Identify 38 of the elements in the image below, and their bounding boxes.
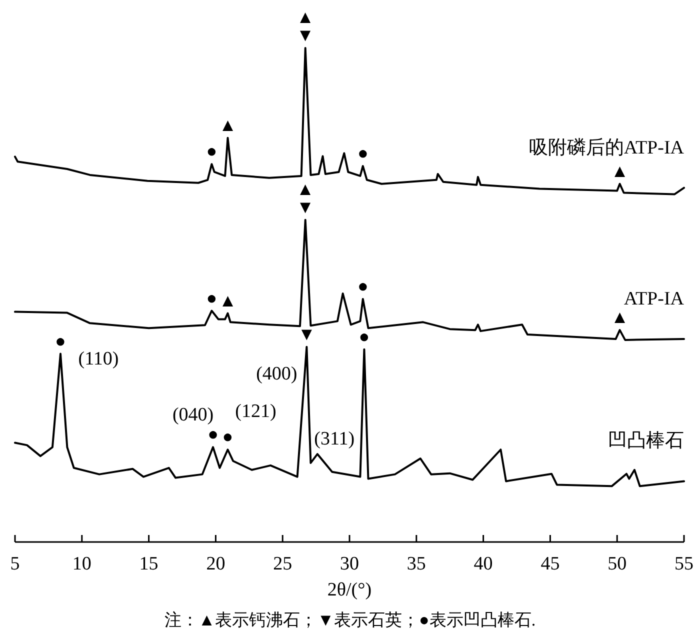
annotation: (110) (78, 348, 119, 370)
annotation: (040) (172, 404, 214, 426)
x-tick-label: 40 (474, 554, 493, 574)
x-tick-label: 55 (674, 554, 694, 574)
annotation: ▲ (610, 307, 629, 328)
x-tick-label: 50 (608, 554, 627, 574)
annotation: ● (208, 424, 218, 444)
annotation: ▲ (218, 290, 237, 310)
series-label: 凹凸棒石 (608, 430, 684, 452)
series-label: ATP-IA (624, 288, 684, 310)
annotation: ● (206, 288, 218, 308)
annotation: ▼ (296, 25, 314, 45)
x-tick-label: 20 (206, 554, 226, 574)
annotation: ▼ (298, 324, 316, 344)
annotation: (311) (314, 428, 355, 450)
x-axis-title: 2θ/(°) (327, 580, 372, 600)
x-tick-label: 5 (10, 554, 20, 574)
x-tick-label: 30 (340, 554, 359, 574)
annotation: ● (222, 426, 234, 447)
annotation: ▲ (296, 178, 314, 199)
annotation: ● (358, 326, 370, 346)
annotation: ● (357, 143, 368, 164)
annotation: ● (206, 141, 218, 162)
x-tick-label: 15 (139, 554, 158, 574)
series-label: 吸附磷后的ATP-IA (528, 137, 684, 158)
annotation: ▲ (296, 7, 314, 27)
annotation: ▲ (218, 114, 237, 135)
x-tick-label: 10 (72, 554, 92, 574)
x-tick-label: 45 (540, 554, 560, 574)
x-tick-label: 35 (406, 554, 426, 574)
annotation: ● (357, 276, 368, 296)
annotation: ▼ (296, 196, 314, 217)
annotation: ● (55, 330, 66, 351)
annotation: (121) (235, 401, 276, 422)
annotation: (400) (256, 363, 298, 384)
text: 注：▲表示钙沸石；▼表示石英；●表示凹凸棒石. (164, 610, 536, 630)
x-tick-label: 25 (273, 554, 292, 574)
annotation: ▲ (610, 160, 629, 181)
